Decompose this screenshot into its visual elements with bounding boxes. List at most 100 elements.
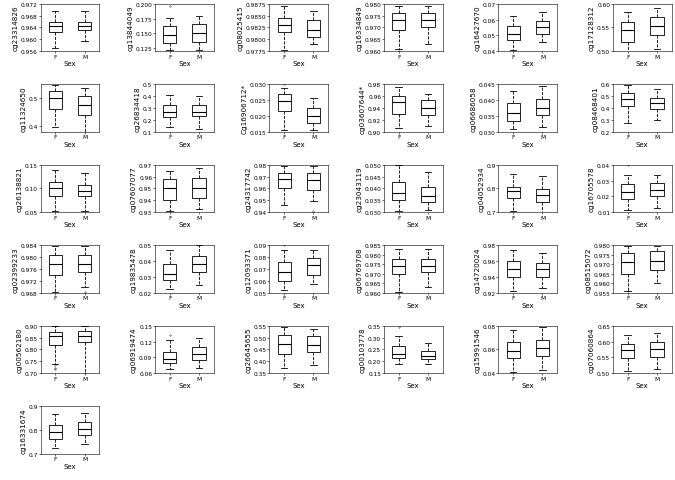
Y-axis label: cg24317742: cg24317742	[246, 166, 252, 212]
PathPatch shape	[650, 252, 664, 270]
Y-axis label: cg08025415: cg08025415	[238, 6, 244, 51]
PathPatch shape	[49, 425, 62, 439]
Y-axis label: cg04052934: cg04052934	[478, 166, 484, 212]
PathPatch shape	[392, 346, 405, 358]
PathPatch shape	[163, 264, 176, 280]
PathPatch shape	[49, 333, 62, 345]
Y-axis label: cg08515072: cg08515072	[585, 247, 591, 292]
Y-axis label: cg08468401: cg08468401	[593, 86, 599, 132]
X-axis label: Sex: Sex	[63, 463, 76, 469]
PathPatch shape	[506, 104, 520, 121]
PathPatch shape	[536, 190, 549, 203]
X-axis label: Sex: Sex	[636, 142, 649, 147]
PathPatch shape	[392, 14, 405, 31]
Y-axis label: cg06769708: cg06769708	[356, 247, 362, 292]
X-axis label: Sex: Sex	[522, 61, 534, 67]
X-axis label: Sex: Sex	[636, 222, 649, 228]
X-axis label: Sex: Sex	[178, 302, 190, 308]
Y-axis label: cg16427670: cg16427670	[475, 6, 481, 51]
PathPatch shape	[650, 98, 664, 109]
X-axis label: Sex: Sex	[178, 383, 190, 388]
X-axis label: Sex: Sex	[407, 61, 420, 67]
X-axis label: Sex: Sex	[522, 302, 534, 308]
Y-axis label: Cg16906712*: Cg16906712*	[242, 84, 248, 134]
Y-axis label: cg06919474: cg06919474	[131, 327, 137, 372]
PathPatch shape	[621, 94, 634, 107]
Y-axis label: cg16705578: cg16705578	[589, 166, 595, 212]
PathPatch shape	[307, 336, 320, 353]
PathPatch shape	[392, 182, 405, 200]
PathPatch shape	[621, 23, 634, 43]
Y-axis label: cg16331674: cg16331674	[20, 407, 26, 453]
PathPatch shape	[421, 187, 435, 203]
X-axis label: Sex: Sex	[63, 383, 76, 388]
X-axis label: Sex: Sex	[522, 222, 534, 228]
X-axis label: Sex: Sex	[636, 302, 649, 308]
Y-axis label: cg16334849: cg16334849	[356, 6, 362, 51]
X-axis label: Sex: Sex	[292, 302, 305, 308]
PathPatch shape	[192, 347, 206, 360]
PathPatch shape	[78, 331, 91, 343]
Y-axis label: cg03607644*: cg03607644*	[360, 84, 366, 133]
PathPatch shape	[277, 95, 291, 112]
PathPatch shape	[506, 187, 520, 199]
PathPatch shape	[506, 27, 520, 41]
Y-axis label: cg26834418: cg26834418	[135, 86, 141, 132]
PathPatch shape	[163, 27, 176, 44]
X-axis label: Sex: Sex	[522, 142, 534, 147]
Y-axis label: cg19835478: cg19835478	[131, 247, 137, 292]
PathPatch shape	[621, 344, 634, 359]
X-axis label: Sex: Sex	[636, 383, 649, 388]
X-axis label: Sex: Sex	[63, 302, 76, 308]
PathPatch shape	[277, 262, 291, 281]
PathPatch shape	[650, 18, 664, 36]
PathPatch shape	[277, 19, 291, 33]
X-axis label: Sex: Sex	[407, 142, 420, 147]
PathPatch shape	[78, 422, 91, 435]
PathPatch shape	[536, 22, 549, 35]
X-axis label: Sex: Sex	[63, 142, 76, 147]
X-axis label: Sex: Sex	[407, 383, 420, 388]
Y-axis label: cg02399233: cg02399233	[13, 247, 19, 292]
Y-axis label: cg23314826: cg23314826	[13, 6, 19, 51]
Y-axis label: cg12093371: cg12093371	[246, 247, 252, 292]
PathPatch shape	[506, 262, 520, 277]
PathPatch shape	[650, 343, 664, 357]
X-axis label: Sex: Sex	[292, 222, 305, 228]
PathPatch shape	[78, 185, 91, 197]
PathPatch shape	[192, 25, 206, 43]
X-axis label: Sex: Sex	[407, 222, 420, 228]
PathPatch shape	[650, 184, 664, 197]
PathPatch shape	[192, 179, 206, 199]
X-axis label: Sex: Sex	[178, 142, 190, 147]
X-axis label: Sex: Sex	[63, 222, 76, 228]
X-axis label: Sex: Sex	[522, 383, 534, 388]
Y-axis label: cg07060864: cg07060864	[589, 327, 595, 372]
X-axis label: Sex: Sex	[63, 61, 76, 67]
PathPatch shape	[49, 183, 62, 196]
PathPatch shape	[421, 100, 435, 116]
PathPatch shape	[621, 185, 634, 200]
PathPatch shape	[621, 253, 634, 274]
Y-axis label: cg07607077: cg07607077	[131, 166, 137, 212]
PathPatch shape	[307, 109, 320, 123]
PathPatch shape	[163, 352, 176, 363]
X-axis label: Sex: Sex	[636, 61, 649, 67]
Y-axis label: cg15991546: cg15991546	[475, 327, 481, 372]
PathPatch shape	[536, 340, 549, 357]
PathPatch shape	[536, 100, 549, 116]
PathPatch shape	[421, 259, 435, 273]
X-axis label: Sex: Sex	[292, 383, 305, 388]
Y-axis label: cg06686058: cg06686058	[470, 86, 477, 132]
PathPatch shape	[307, 21, 320, 38]
PathPatch shape	[163, 180, 176, 201]
Y-axis label: cg13844049: cg13844049	[128, 6, 133, 51]
PathPatch shape	[506, 343, 520, 358]
PathPatch shape	[277, 336, 291, 354]
X-axis label: Sex: Sex	[178, 222, 190, 228]
PathPatch shape	[78, 97, 91, 116]
PathPatch shape	[392, 97, 405, 115]
X-axis label: Sex: Sex	[178, 61, 190, 67]
PathPatch shape	[421, 14, 435, 28]
PathPatch shape	[192, 106, 206, 117]
